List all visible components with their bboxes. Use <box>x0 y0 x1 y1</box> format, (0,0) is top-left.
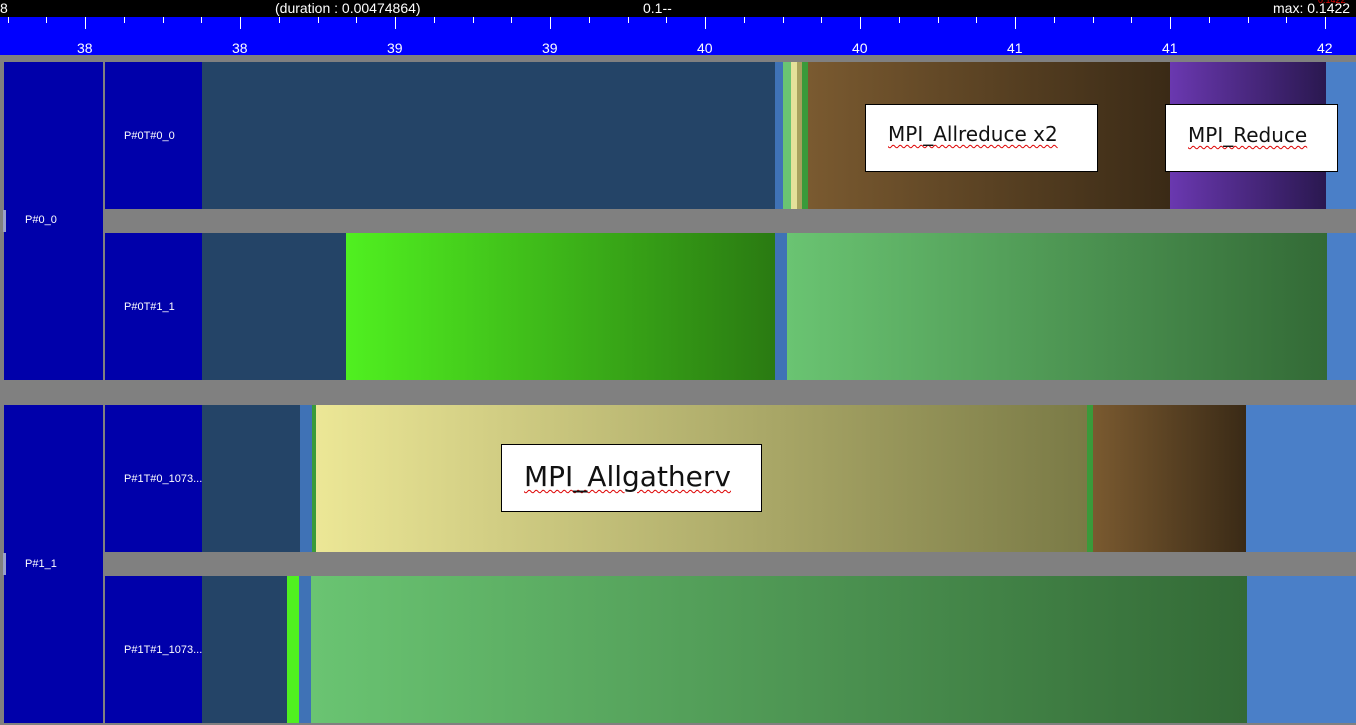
state-block-allreduce[interactable] <box>1093 405 1246 552</box>
ruler-minor-tick <box>279 17 280 23</box>
ruler-tick <box>395 17 396 29</box>
ruler-minor-tick <box>589 17 590 23</box>
ruler-minor-tick <box>1286 17 1287 23</box>
thread-label: P#0T#0_0 <box>124 129 175 142</box>
ruler-minor-tick <box>899 17 900 23</box>
thread-label: P#1T#1_1073... <box>124 643 203 656</box>
ruler-minor-tick <box>8 17 9 23</box>
ruler-tick <box>85 17 86 29</box>
process-label-p0: P#0_0 <box>25 214 57 226</box>
ruler-minor-tick <box>976 17 977 23</box>
thread-row-p0t0[interactable]: P#0T#0_0 <box>105 62 202 209</box>
ruler-minor-tick <box>1054 17 1055 23</box>
ruler-minor-tick <box>356 17 357 23</box>
ruler-label: 40 <box>852 40 868 56</box>
ruler-minor-tick <box>628 17 629 23</box>
ruler-minor-tick <box>124 17 125 23</box>
state-block[interactable] <box>312 405 316 552</box>
callout-text: MPI_Reduce <box>1188 123 1308 147</box>
callout-text: MPI_Allreduce x2 <box>888 122 1058 146</box>
ruler-label: 40 <box>697 40 713 56</box>
ruler-minor-tick <box>821 17 822 23</box>
process-row-p1[interactable] <box>4 405 103 723</box>
ruler-minor-tick <box>473 17 474 23</box>
state-block[interactable] <box>775 62 783 209</box>
state-block-idle[interactable] <box>202 576 287 723</box>
ruler-minor-tick <box>1093 17 1094 23</box>
process-marker <box>3 210 6 232</box>
callout-reduce: MPI_Reduce <box>1165 104 1338 172</box>
state-block-compute[interactable] <box>346 233 775 380</box>
state-block-idle[interactable] <box>202 62 775 209</box>
callout-allreduce: MPI_Allreduce x2 <box>865 104 1098 172</box>
state-block-compute[interactable] <box>287 576 299 723</box>
state-block-wait[interactable] <box>787 233 1327 380</box>
ruler-minor-tick <box>744 17 745 23</box>
state-block-idle[interactable] <box>202 405 300 552</box>
ruler-tick <box>1015 17 1016 29</box>
ruler-label: 38 <box>77 40 93 56</box>
ruler-minor-tick <box>46 17 47 23</box>
max-label: max: 0.1422 <box>1273 0 1351 16</box>
state-block-tail[interactable] <box>1327 233 1356 380</box>
state-block[interactable] <box>1087 405 1093 552</box>
ruler-tick <box>240 17 241 29</box>
duration-label: (duration : 0.00474864) <box>275 0 421 16</box>
ruler-minor-tick <box>434 17 435 23</box>
ruler-tick <box>1325 17 1326 29</box>
state-block[interactable] <box>802 62 808 209</box>
state-block[interactable] <box>300 405 312 552</box>
left-marker: 8 <box>0 0 8 16</box>
ruler-tick <box>860 17 861 29</box>
state-block[interactable] <box>791 62 797 209</box>
ruler-label: 41 <box>1007 40 1023 56</box>
ruler-label: 42 <box>1317 40 1333 56</box>
ruler-minor-tick <box>783 17 784 23</box>
state-block-tail[interactable] <box>1246 405 1356 552</box>
ruler-minor-tick <box>1248 17 1249 23</box>
ruler-minor-tick <box>201 17 202 23</box>
ruler-minor-tick <box>318 17 319 23</box>
thread-row-p1t0[interactable]: P#1T#0_1073... <box>105 405 202 552</box>
ruler-label: 38 <box>232 40 248 56</box>
thread-label: P#1T#0_1073... <box>124 472 203 485</box>
ruler-minor-tick <box>511 17 512 23</box>
state-block[interactable] <box>797 62 802 209</box>
max-overflow-label: 0.1422 <box>1318 0 1346 5</box>
state-block[interactable] <box>299 576 311 723</box>
callout-text: MPI_Allgatherv <box>524 460 731 493</box>
ruler-minor-tick <box>163 17 164 23</box>
ruler-label: 39 <box>387 40 403 56</box>
thread-label: P#0T#1_1 <box>124 300 175 313</box>
process-row-p0[interactable] <box>4 62 103 380</box>
callout-allgatherv: MPI_Allgatherv <box>501 444 762 512</box>
state-block-wait[interactable] <box>311 576 1247 723</box>
ruler-minor-tick <box>1209 17 1210 23</box>
ruler-minor-tick <box>666 17 667 23</box>
ruler-minor-tick <box>1131 17 1132 23</box>
state-block[interactable] <box>775 233 787 380</box>
thread-row-p0t1[interactable]: P#0T#1_1 <box>105 233 202 380</box>
center-time-label: 0.1-- <box>643 0 672 16</box>
state-block-idle[interactable] <box>202 233 346 380</box>
ruler-tick <box>705 17 706 29</box>
process-label-p1: P#1_1 <box>25 558 57 570</box>
ruler-tick <box>1170 17 1171 29</box>
state-block[interactable] <box>783 62 791 209</box>
ruler-label: 39 <box>542 40 558 56</box>
state-block-tail[interactable] <box>1247 576 1356 723</box>
ruler-minor-tick <box>938 17 939 23</box>
thread-row-p1t1[interactable]: P#1T#1_1073... <box>105 576 202 723</box>
process-marker <box>3 553 6 575</box>
ruler-tick <box>550 17 551 29</box>
timeline-header: 8 (duration : 0.00474864) 0.1-- max: 0.1… <box>0 0 1356 17</box>
time-ruler[interactable]: 38 38 39 39 40 40 41 41 42 <box>0 17 1356 56</box>
ruler-label: 41 <box>1162 40 1178 56</box>
